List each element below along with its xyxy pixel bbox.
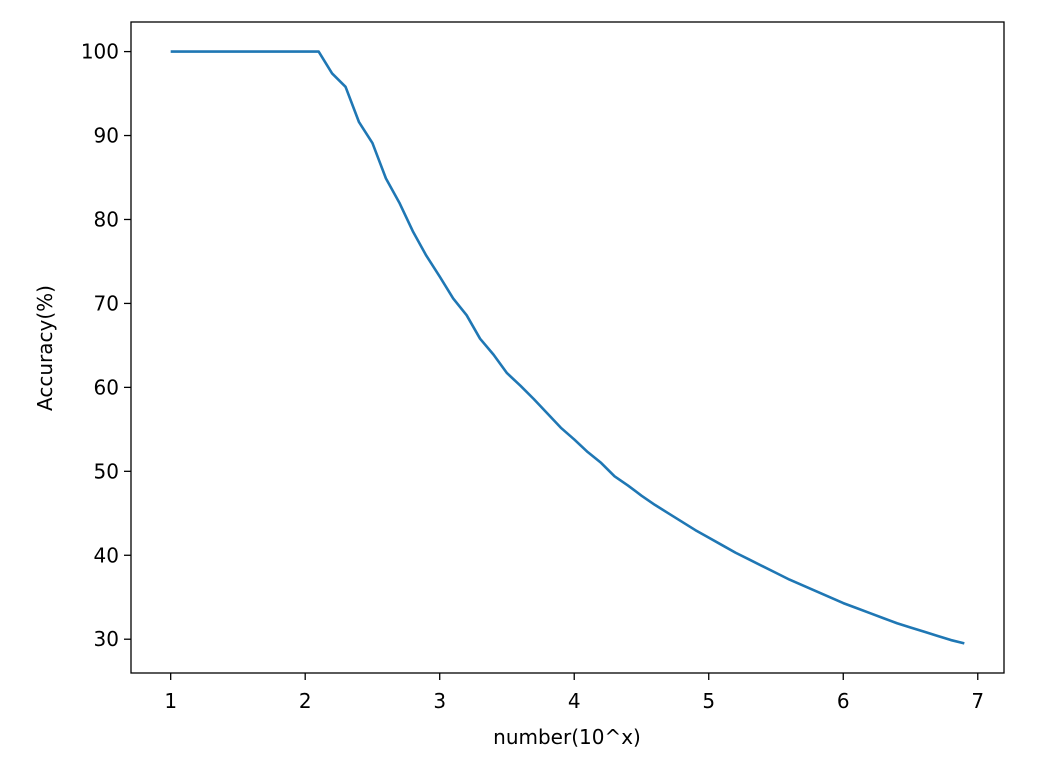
x-tick-label: 6 <box>837 689 850 713</box>
y-axis-label: Accuracy(%) <box>33 285 57 411</box>
y-tick-label: 40 <box>94 543 119 567</box>
y-tick-label: 60 <box>94 375 119 399</box>
x-tick-label: 1 <box>164 689 177 713</box>
y-tick-label: 100 <box>81 40 119 64</box>
y-tick-label: 30 <box>94 627 119 651</box>
plot-frame <box>130 21 1005 674</box>
x-tick-label: 5 <box>702 689 715 713</box>
x-tick-label: 3 <box>433 689 446 713</box>
x-axis-label: number(10^x) <box>493 725 641 749</box>
y-tick-label: 80 <box>94 207 119 231</box>
x-tick-label: 2 <box>299 689 312 713</box>
y-tick-label: 90 <box>94 124 119 148</box>
data-line <box>170 50 965 645</box>
y-tick-label: 50 <box>94 459 119 483</box>
x-tick-label: 4 <box>568 689 581 713</box>
x-tick-label: 7 <box>971 689 984 713</box>
y-tick-label: 70 <box>94 291 119 315</box>
